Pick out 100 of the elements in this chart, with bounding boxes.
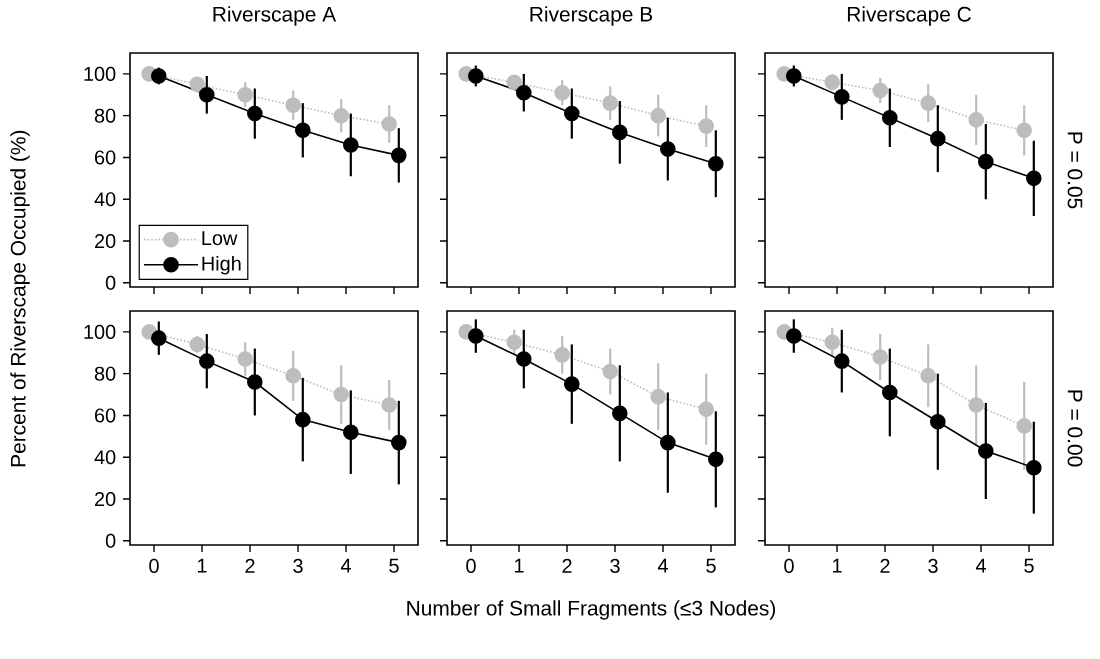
point [968,397,985,413]
point [468,328,484,344]
point [247,374,263,390]
point [602,95,619,111]
point [199,86,215,103]
point [333,107,349,124]
y-tick-label: 80 [94,108,116,123]
point [1016,418,1033,434]
point [824,334,841,351]
x-tick-label: 2 [880,558,890,573]
y-tick-label: 40 [94,192,116,207]
point [612,405,628,422]
point [199,353,215,369]
point [1016,122,1033,139]
point [237,351,253,367]
point [391,434,407,451]
y-tick-label: 80 [94,366,116,381]
point [786,328,802,344]
y-tick-label: 60 [95,408,116,423]
point [824,74,841,91]
point [708,451,724,468]
x-tick-label: 1 [514,558,524,573]
point [343,424,359,440]
point [834,353,850,369]
point [882,109,898,126]
point [930,130,946,147]
point [237,86,253,103]
point [1026,170,1042,187]
x-tick-label: 4 [657,558,668,573]
y-tick-label: 100 [84,66,116,81]
x-tick-label: 2 [245,558,255,573]
point [1026,459,1042,476]
point [834,89,850,105]
point [391,147,407,164]
point [381,116,397,132]
point [650,107,667,124]
point [698,401,715,417]
point [698,118,715,134]
point [650,388,667,405]
point [882,384,898,401]
x-axis-title: Number of Small Fragments (≤3 Nodes) [407,600,776,620]
point [381,397,397,413]
x-tick-label: 5 [1024,558,1034,573]
x-tick-label: 0 [466,558,476,573]
point [516,351,532,367]
point [968,112,985,128]
legend-label: Low [202,231,238,246]
point [554,347,571,363]
y2-axis-title: P = 0.00 [1067,390,1083,467]
point [660,434,676,451]
point [189,336,205,353]
x-tick-label: 3 [928,558,938,573]
point [660,141,676,157]
point [564,105,580,122]
point [506,334,523,351]
x-tick-label: 3 [293,558,303,573]
x-tick-label: 3 [610,558,620,573]
chart-title: Riverscape B [530,6,653,26]
point [602,363,619,380]
x-tick-label: 1 [197,558,207,573]
point [612,124,628,141]
y-tick-label: 0 [105,275,116,290]
point [930,413,946,430]
x-tick-label: 5 [389,558,399,573]
point [564,376,580,392]
y-tick-label: 20 [95,491,116,507]
chart-title: Riverscape A [213,6,337,26]
point [978,153,994,170]
point [978,443,994,459]
x-tick-label: 2 [562,558,572,573]
y2-axis-title: P = 0.05 [1067,132,1083,209]
chart-title: Riverscape C [847,6,971,26]
point [295,411,311,428]
point [708,155,724,172]
point [285,367,301,384]
point [343,137,359,153]
point [295,122,311,139]
point [554,84,571,101]
x-tick-label: 0 [149,558,159,573]
point [872,82,889,99]
point [285,97,301,114]
point [516,84,532,101]
x-tick-label: 4 [975,558,986,573]
point [872,349,889,365]
point [920,95,937,111]
y-tick-label: 20 [95,233,116,249]
y-tick-label: 60 [95,150,116,165]
x-tick-label: 4 [340,558,351,573]
y-tick-label: 40 [94,450,116,465]
point [151,330,167,346]
point [333,386,349,403]
x-tick-label: 0 [784,558,794,573]
legend-label: High [202,255,241,275]
x-tick-label: 1 [832,558,842,573]
y-tick-label: 100 [84,324,116,339]
x-tick-label: 5 [706,558,716,573]
point [247,105,263,122]
y-axis-title: Percent of Riverscape Occupied (%) [10,130,30,467]
y-tick-label: 0 [105,533,116,548]
point [920,367,937,384]
